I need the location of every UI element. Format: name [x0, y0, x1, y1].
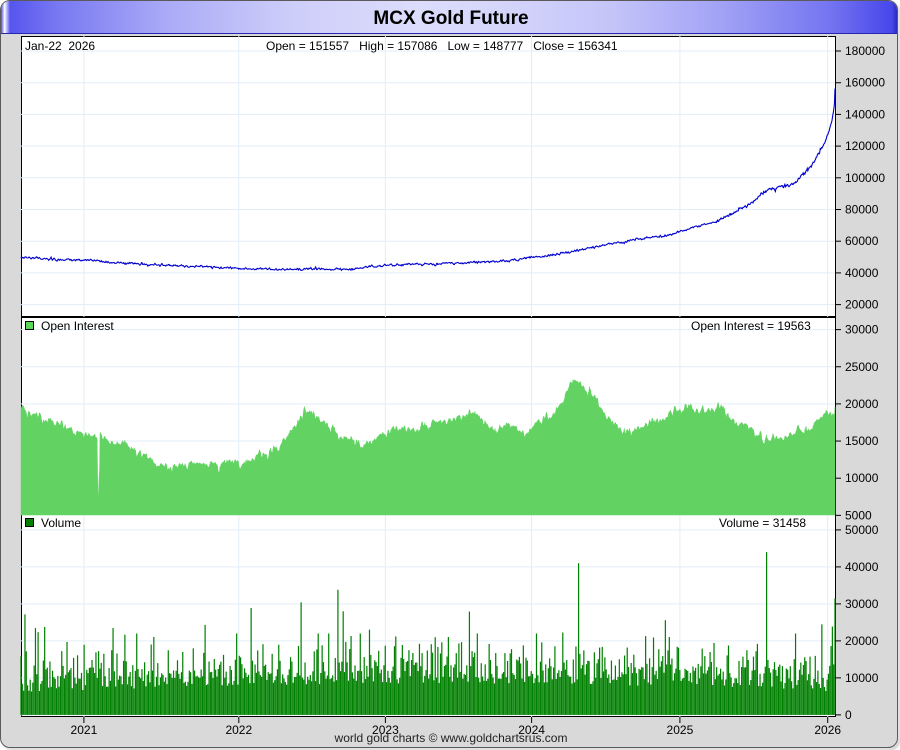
svg-text:60000: 60000: [845, 234, 879, 248]
svg-text:15000: 15000: [845, 434, 879, 448]
svg-text:5000: 5000: [845, 508, 872, 522]
svg-text:20000: 20000: [845, 298, 879, 312]
svg-text:25000: 25000: [845, 360, 879, 374]
svg-text:10000: 10000: [845, 471, 879, 485]
svg-text:160000: 160000: [845, 76, 885, 90]
svg-text:0: 0: [845, 708, 852, 722]
svg-text:30000: 30000: [845, 323, 879, 337]
svg-text:40000: 40000: [845, 560, 879, 574]
svg-text:50000: 50000: [845, 523, 879, 537]
svg-text:100000: 100000: [845, 171, 885, 185]
svg-text:30000: 30000: [845, 597, 879, 611]
svg-text:80000: 80000: [845, 203, 879, 217]
svg-text:20000: 20000: [845, 397, 879, 411]
svg-text:20000: 20000: [845, 634, 879, 648]
svg-text:120000: 120000: [845, 139, 885, 153]
svg-text:140000: 140000: [845, 107, 885, 121]
svg-text:40000: 40000: [845, 266, 879, 280]
svg-text:180000: 180000: [845, 44, 885, 58]
svg-text:10000: 10000: [845, 671, 879, 685]
